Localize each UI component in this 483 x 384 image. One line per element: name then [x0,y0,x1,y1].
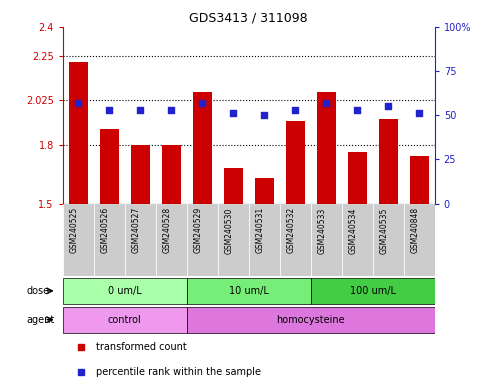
Point [168,107,175,113]
Text: 0 um/L: 0 um/L [108,286,142,296]
Bar [218,204,249,276]
Text: GSM240526: GSM240526 [100,207,109,253]
Bar [187,204,218,276]
Bar [100,129,118,204]
Text: GSM240527: GSM240527 [131,207,140,253]
Bar [125,204,156,276]
Bar [63,278,187,304]
Text: GSM240531: GSM240531 [255,207,264,253]
Bar [342,204,373,276]
Bar [379,119,398,204]
Bar [63,307,187,333]
Bar [63,204,94,276]
Bar [404,204,435,276]
Text: GSM240533: GSM240533 [317,207,326,253]
Bar [187,307,435,333]
Bar [94,204,125,276]
Title: GDS3413 / 311098: GDS3413 / 311098 [189,11,308,24]
Bar [249,204,280,276]
Text: GSM240532: GSM240532 [286,207,295,253]
Point [415,110,423,116]
Text: transformed count: transformed count [96,341,187,352]
Text: dose: dose [27,286,50,296]
Bar [280,204,311,276]
Bar [410,156,428,204]
Text: agent: agent [27,314,55,325]
Point [105,107,113,113]
Text: GSM240529: GSM240529 [193,207,202,253]
Text: 100 um/L: 100 um/L [350,286,396,296]
Text: GSM240528: GSM240528 [162,207,171,253]
Bar [286,121,304,204]
Bar [317,92,336,204]
Point [136,107,144,113]
Point [199,100,206,106]
Text: GSM240534: GSM240534 [348,207,357,253]
Text: homocysteine: homocysteine [276,314,345,325]
Bar [311,204,342,276]
Text: GSM240525: GSM240525 [69,207,78,253]
Point [322,100,330,106]
Bar [69,62,87,204]
Bar [255,178,273,204]
Bar [311,278,435,304]
Point [74,100,82,106]
Text: GSM240535: GSM240535 [379,207,388,253]
Text: control: control [108,314,142,325]
Text: GSM240530: GSM240530 [224,207,233,253]
Point [260,112,268,118]
Text: GSM240848: GSM240848 [410,207,419,253]
Bar [187,278,311,304]
Text: 10 um/L: 10 um/L [229,286,269,296]
Point [291,107,299,113]
Bar [348,152,367,204]
Point [384,103,392,109]
Bar [193,92,212,204]
Text: percentile rank within the sample: percentile rank within the sample [96,366,261,377]
Bar [162,145,181,204]
Point [354,107,361,113]
Bar [373,204,404,276]
Bar [224,168,242,204]
Bar [131,145,150,204]
Point [229,110,237,116]
Bar [156,204,187,276]
